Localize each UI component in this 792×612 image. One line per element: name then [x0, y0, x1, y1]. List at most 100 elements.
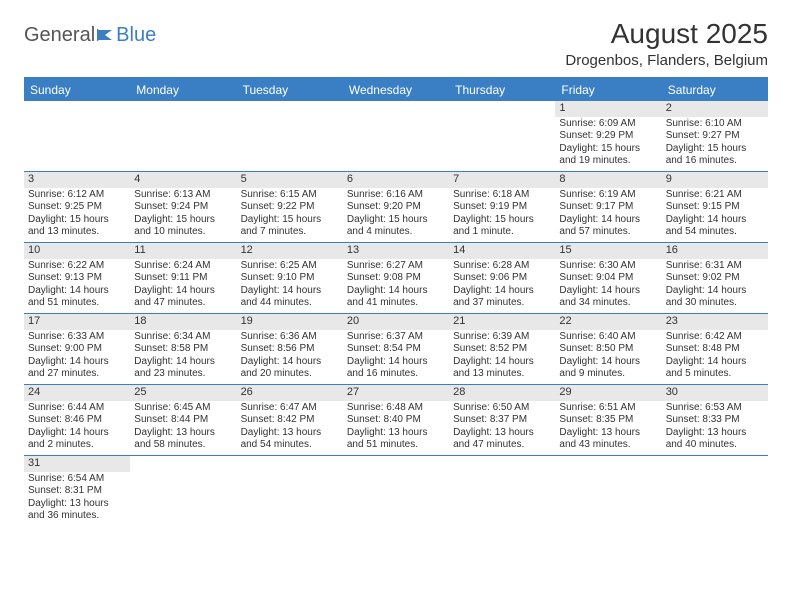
sunset: Sunset: 8:56 PM — [241, 343, 339, 356]
sunrise: Sunrise: 6:47 AM — [241, 402, 339, 415]
day-cell-16: 16Sunrise: 6:31 AMSunset: 9:02 PMDayligh… — [662, 243, 768, 313]
day-cell-empty — [662, 456, 768, 526]
sunset: Sunset: 9:24 PM — [134, 201, 232, 214]
daylight: Daylight: 14 hours and 13 minutes. — [453, 356, 551, 381]
day-body: Sunrise: 6:30 AMSunset: 9:04 PMDaylight:… — [555, 260, 661, 310]
day-cell-30: 30Sunrise: 6:53 AMSunset: 8:33 PMDayligh… — [662, 385, 768, 455]
sunset: Sunset: 9:22 PM — [241, 201, 339, 214]
logo-text-general: General — [24, 24, 95, 47]
daylight: Daylight: 14 hours and 44 minutes. — [241, 285, 339, 310]
sunrise: Sunrise: 6:27 AM — [347, 260, 445, 273]
daylight: Daylight: 15 hours and 4 minutes. — [347, 214, 445, 239]
day-cell-8: 8Sunrise: 6:19 AMSunset: 9:17 PMDaylight… — [555, 172, 661, 242]
sunrise: Sunrise: 6:10 AM — [666, 118, 764, 131]
sunset: Sunset: 9:04 PM — [559, 272, 657, 285]
sunrise: Sunrise: 6:50 AM — [453, 402, 551, 415]
day-number: 28 — [449, 385, 555, 401]
sunset: Sunset: 9:02 PM — [666, 272, 764, 285]
day-cell-11: 11Sunrise: 6:24 AMSunset: 9:11 PMDayligh… — [130, 243, 236, 313]
day-cell-7: 7Sunrise: 6:18 AMSunset: 9:19 PMDaylight… — [449, 172, 555, 242]
title-block: August 2025 Drogenbos, Flanders, Belgium — [565, 18, 768, 69]
day-body: Sunrise: 6:27 AMSunset: 9:08 PMDaylight:… — [343, 260, 449, 310]
sunset: Sunset: 8:58 PM — [134, 343, 232, 356]
day-number: 22 — [555, 314, 661, 330]
dow-wednesday: Wednesday — [343, 79, 449, 101]
day-number: 26 — [237, 385, 343, 401]
sunset: Sunset: 9:11 PM — [134, 272, 232, 285]
day-body: Sunrise: 6:33 AMSunset: 9:00 PMDaylight:… — [24, 331, 130, 381]
day-body: Sunrise: 6:24 AMSunset: 9:11 PMDaylight:… — [130, 260, 236, 310]
daylight: Daylight: 15 hours and 13 minutes. — [28, 214, 126, 239]
day-body: Sunrise: 6:53 AMSunset: 8:33 PMDaylight:… — [662, 402, 768, 452]
day-cell-empty — [343, 101, 449, 171]
day-cell-4: 4Sunrise: 6:13 AMSunset: 9:24 PMDaylight… — [130, 172, 236, 242]
day-body: Sunrise: 6:25 AMSunset: 9:10 PMDaylight:… — [237, 260, 343, 310]
sunset: Sunset: 9:08 PM — [347, 272, 445, 285]
week-row: 17Sunrise: 6:33 AMSunset: 9:00 PMDayligh… — [24, 314, 768, 385]
sunset: Sunset: 9:27 PM — [666, 130, 764, 143]
day-cell-26: 26Sunrise: 6:47 AMSunset: 8:42 PMDayligh… — [237, 385, 343, 455]
sunrise: Sunrise: 6:22 AM — [28, 260, 126, 273]
daylight: Daylight: 15 hours and 7 minutes. — [241, 214, 339, 239]
day-cell-empty — [24, 101, 130, 171]
sunrise: Sunrise: 6:18 AM — [453, 189, 551, 202]
day-cell-28: 28Sunrise: 6:50 AMSunset: 8:37 PMDayligh… — [449, 385, 555, 455]
sunrise: Sunrise: 6:34 AM — [134, 331, 232, 344]
day-body: Sunrise: 6:48 AMSunset: 8:40 PMDaylight:… — [343, 402, 449, 452]
day-body: Sunrise: 6:19 AMSunset: 9:17 PMDaylight:… — [555, 189, 661, 239]
daylight: Daylight: 13 hours and 36 minutes. — [28, 498, 126, 523]
sunrise: Sunrise: 6:36 AM — [241, 331, 339, 344]
day-number: 11 — [130, 243, 236, 259]
day-cell-empty — [449, 456, 555, 526]
sunrise: Sunrise: 6:30 AM — [559, 260, 657, 273]
day-body: Sunrise: 6:34 AMSunset: 8:58 PMDaylight:… — [130, 331, 236, 381]
logo-flag-icon — [97, 24, 115, 47]
sunset: Sunset: 8:50 PM — [559, 343, 657, 356]
daylight: Daylight: 13 hours and 58 minutes. — [134, 427, 232, 452]
day-number: 27 — [343, 385, 449, 401]
daylight: Daylight: 13 hours and 47 minutes. — [453, 427, 551, 452]
daylight: Daylight: 13 hours and 43 minutes. — [559, 427, 657, 452]
day-body: Sunrise: 6:09 AMSunset: 9:29 PMDaylight:… — [555, 118, 661, 168]
week-row: 24Sunrise: 6:44 AMSunset: 8:46 PMDayligh… — [24, 385, 768, 456]
day-cell-10: 10Sunrise: 6:22 AMSunset: 9:13 PMDayligh… — [24, 243, 130, 313]
dow-monday: Monday — [130, 79, 236, 101]
sunrise: Sunrise: 6:12 AM — [28, 189, 126, 202]
day-body: Sunrise: 6:12 AMSunset: 9:25 PMDaylight:… — [24, 189, 130, 239]
daylight: Daylight: 14 hours and 20 minutes. — [241, 356, 339, 381]
dow-tuesday: Tuesday — [237, 79, 343, 101]
day-number: 6 — [343, 172, 449, 188]
day-cell-23: 23Sunrise: 6:42 AMSunset: 8:48 PMDayligh… — [662, 314, 768, 384]
day-number: 30 — [662, 385, 768, 401]
day-cell-12: 12Sunrise: 6:25 AMSunset: 9:10 PMDayligh… — [237, 243, 343, 313]
sunrise: Sunrise: 6:33 AM — [28, 331, 126, 344]
day-body: Sunrise: 6:44 AMSunset: 8:46 PMDaylight:… — [24, 402, 130, 452]
day-body: Sunrise: 6:15 AMSunset: 9:22 PMDaylight:… — [237, 189, 343, 239]
day-number: 5 — [237, 172, 343, 188]
header: General Blue August 2025 Drogenbos, Flan… — [24, 18, 768, 69]
dow-friday: Friday — [555, 79, 661, 101]
day-body: Sunrise: 6:47 AMSunset: 8:42 PMDaylight:… — [237, 402, 343, 452]
sunrise: Sunrise: 6:24 AM — [134, 260, 232, 273]
daylight: Daylight: 14 hours and 16 minutes. — [347, 356, 445, 381]
sunrise: Sunrise: 6:54 AM — [28, 473, 126, 486]
week-row: 31Sunrise: 6:54 AMSunset: 8:31 PMDayligh… — [24, 456, 768, 526]
daylight: Daylight: 15 hours and 16 minutes. — [666, 143, 764, 168]
day-number: 4 — [130, 172, 236, 188]
sunrise: Sunrise: 6:37 AM — [347, 331, 445, 344]
dow-sunday: Sunday — [24, 79, 130, 101]
day-body: Sunrise: 6:31 AMSunset: 9:02 PMDaylight:… — [662, 260, 768, 310]
day-body: Sunrise: 6:40 AMSunset: 8:50 PMDaylight:… — [555, 331, 661, 381]
sunset: Sunset: 8:31 PM — [28, 485, 126, 498]
sunset: Sunset: 9:06 PM — [453, 272, 551, 285]
day-body: Sunrise: 6:45 AMSunset: 8:44 PMDaylight:… — [130, 402, 236, 452]
week-row: 10Sunrise: 6:22 AMSunset: 9:13 PMDayligh… — [24, 243, 768, 314]
daylight: Daylight: 14 hours and 51 minutes. — [28, 285, 126, 310]
sunrise: Sunrise: 6:51 AM — [559, 402, 657, 415]
day-body: Sunrise: 6:54 AMSunset: 8:31 PMDaylight:… — [24, 473, 130, 523]
sunset: Sunset: 9:00 PM — [28, 343, 126, 356]
day-body: Sunrise: 6:50 AMSunset: 8:37 PMDaylight:… — [449, 402, 555, 452]
day-number: 3 — [24, 172, 130, 188]
sunrise: Sunrise: 6:15 AM — [241, 189, 339, 202]
day-number: 16 — [662, 243, 768, 259]
